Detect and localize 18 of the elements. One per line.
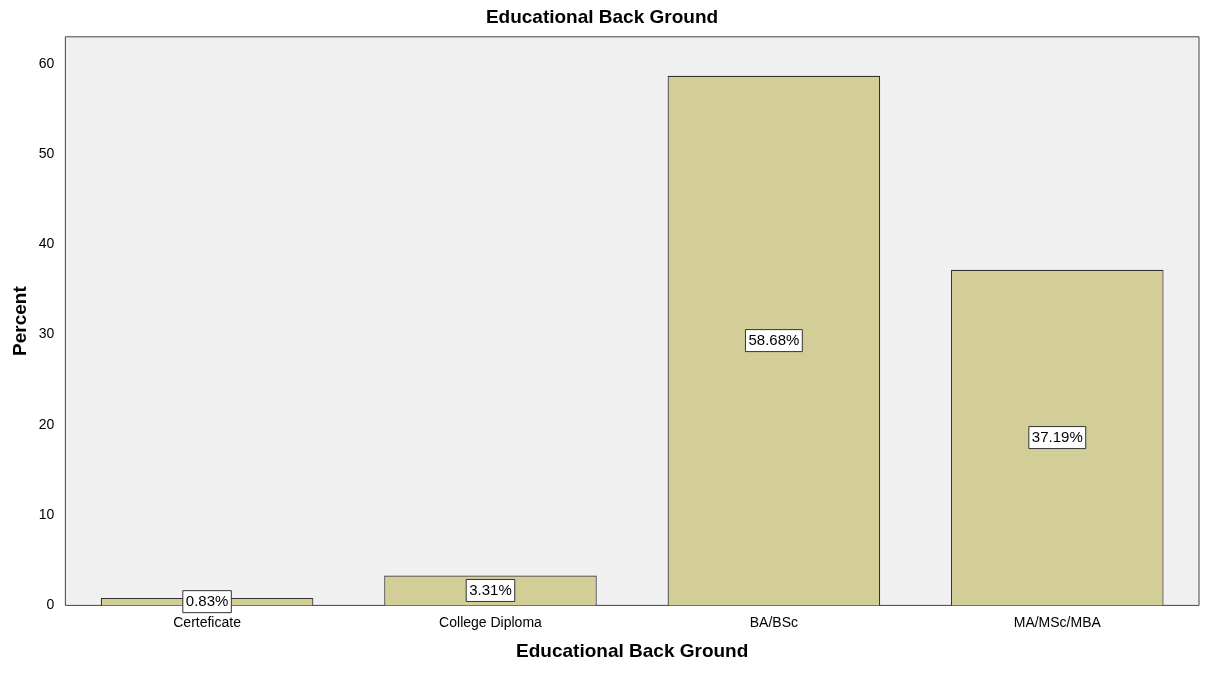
y-tick-label: 60: [38, 54, 55, 71]
x-tick-label: College Diploma: [439, 613, 543, 630]
y-tick-label: 30: [38, 325, 55, 342]
data-label: 3.31%: [469, 580, 512, 598]
data-label: 58.68%: [748, 330, 800, 348]
y-tick-label: 10: [38, 506, 55, 523]
y-tick-label: 50: [38, 144, 55, 161]
y-tick-label: 0: [46, 596, 55, 613]
x-axis-title: Educational Back Ground: [516, 639, 749, 661]
chart-title: Educational Back Ground: [485, 5, 719, 27]
x-tick-label: Certeficate: [173, 613, 242, 630]
data-label: 37.19%: [1031, 427, 1083, 445]
y-tick-label: 40: [38, 235, 55, 252]
x-tick-label: BA/BSc: [749, 613, 799, 630]
y-tick-label: 20: [38, 415, 55, 432]
x-tick-label: MA/MSc/MBA: [1013, 613, 1102, 630]
data-label: 0.83%: [185, 591, 229, 609]
y-axis-title: Percent: [8, 285, 30, 356]
